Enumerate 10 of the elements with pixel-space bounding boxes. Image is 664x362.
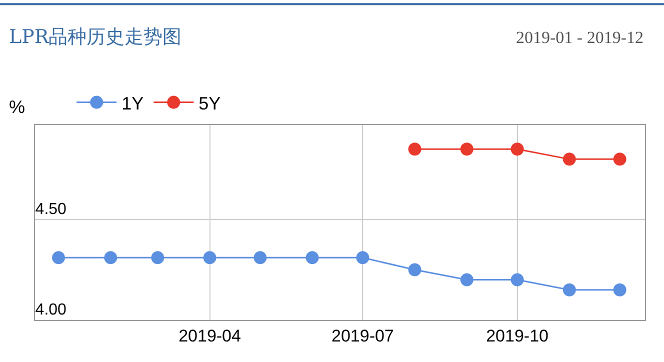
y-tick-label: 4.00 — [35, 301, 67, 318]
legend-label: 5Y — [198, 93, 221, 114]
y-axis-title: % — [9, 97, 26, 117]
chart-title: LPR品种历史走势图 — [9, 26, 182, 48]
chart-subtitle: 2019-01 - 2019-12 — [516, 28, 644, 47]
legend-label: 1Y — [122, 93, 144, 114]
y-tick-label: 4.50 — [35, 200, 67, 218]
x-tick-label: 2019-04 — [178, 326, 241, 346]
x-tick-label: 2019-07 — [331, 326, 394, 346]
x-tick-label: 2019-10 — [486, 326, 548, 346]
